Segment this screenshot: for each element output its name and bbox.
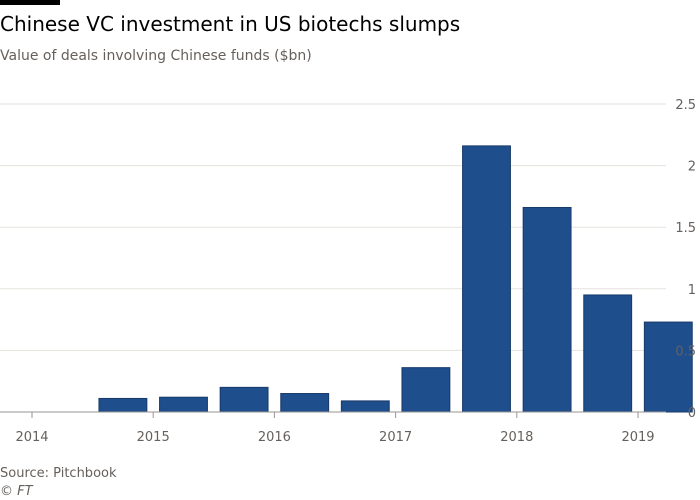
brand-bar (0, 0, 60, 5)
source-note: Source: Pitchbook (0, 466, 117, 481)
x-tick-label: 2014 (15, 430, 48, 445)
bar (98, 397, 148, 413)
y-tick-label: 1 (688, 283, 696, 298)
chart-subtitle: Value of deals involving Chinese funds (… (0, 48, 312, 64)
bar (219, 386, 269, 413)
y-tick-label: 2.5 (675, 98, 696, 113)
x-axis: 2014 2015 2016 2017 2018 2019 (15, 412, 655, 445)
chart-title: Chinese VC investment in US biotechs slu… (0, 12, 461, 36)
x-tick-label: 2015 (137, 430, 170, 445)
bar (462, 145, 511, 413)
bar (643, 321, 693, 413)
bar (583, 294, 633, 413)
x-tick-label: 2016 (258, 430, 291, 445)
bar (159, 396, 208, 413)
y-tick-label: 0.5 (675, 344, 696, 359)
bar (522, 206, 572, 413)
credit-note: © FT (0, 484, 33, 499)
bars (0, 145, 693, 413)
bar (280, 393, 330, 413)
bar (340, 400, 390, 413)
x-tick-label: 2019 (621, 430, 654, 445)
y-tick-label: 1.5 (675, 221, 696, 236)
bar (401, 367, 451, 413)
y-axis: 0 0.5 1 1.5 2 2.5 (675, 98, 696, 421)
y-tick-label: 2 (688, 160, 696, 175)
x-tick-label: 2017 (379, 430, 412, 445)
x-tick-label: 2018 (500, 430, 533, 445)
bar-chart: 2014 2015 2016 2017 2018 2019 0 0.5 1 1.5 2 2.5 (0, 98, 696, 445)
y-tick-label: 0 (688, 406, 696, 421)
